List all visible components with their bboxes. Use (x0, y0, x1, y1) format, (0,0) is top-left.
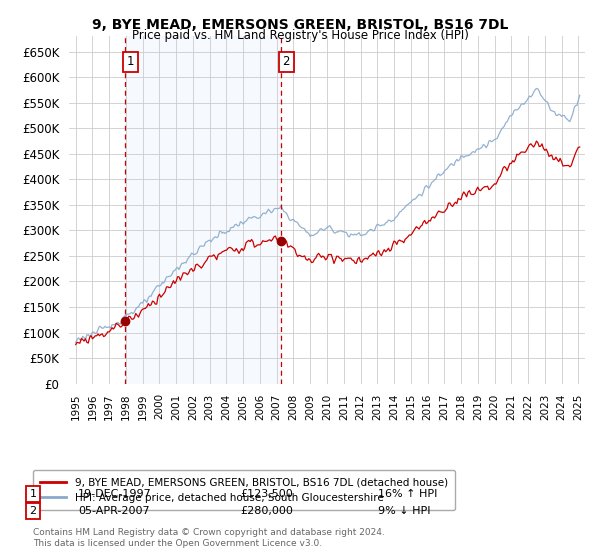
Text: 1: 1 (127, 55, 134, 68)
Text: 05-APR-2007: 05-APR-2007 (78, 506, 149, 516)
Text: 9% ↓ HPI: 9% ↓ HPI (378, 506, 431, 516)
Text: 1: 1 (29, 489, 37, 499)
Bar (125, 36, 281, 384)
Text: 2: 2 (29, 506, 37, 516)
Text: 16% ↑ HPI: 16% ↑ HPI (378, 489, 437, 499)
Text: £280,000: £280,000 (240, 506, 293, 516)
Text: £123,500: £123,500 (240, 489, 293, 499)
Text: 2: 2 (283, 55, 290, 68)
Text: 9, BYE MEAD, EMERSONS GREEN, BRISTOL, BS16 7DL: 9, BYE MEAD, EMERSONS GREEN, BRISTOL, BS… (92, 18, 508, 32)
Text: Contains HM Land Registry data © Crown copyright and database right 2024.
This d: Contains HM Land Registry data © Crown c… (33, 528, 385, 548)
Legend: 9, BYE MEAD, EMERSONS GREEN, BRISTOL, BS16 7DL (detached house), HPI: Average pr: 9, BYE MEAD, EMERSONS GREEN, BRISTOL, BS… (33, 470, 455, 510)
Text: Price paid vs. HM Land Registry's House Price Index (HPI): Price paid vs. HM Land Registry's House … (131, 29, 469, 42)
Text: 19-DEC-1997: 19-DEC-1997 (78, 489, 152, 499)
